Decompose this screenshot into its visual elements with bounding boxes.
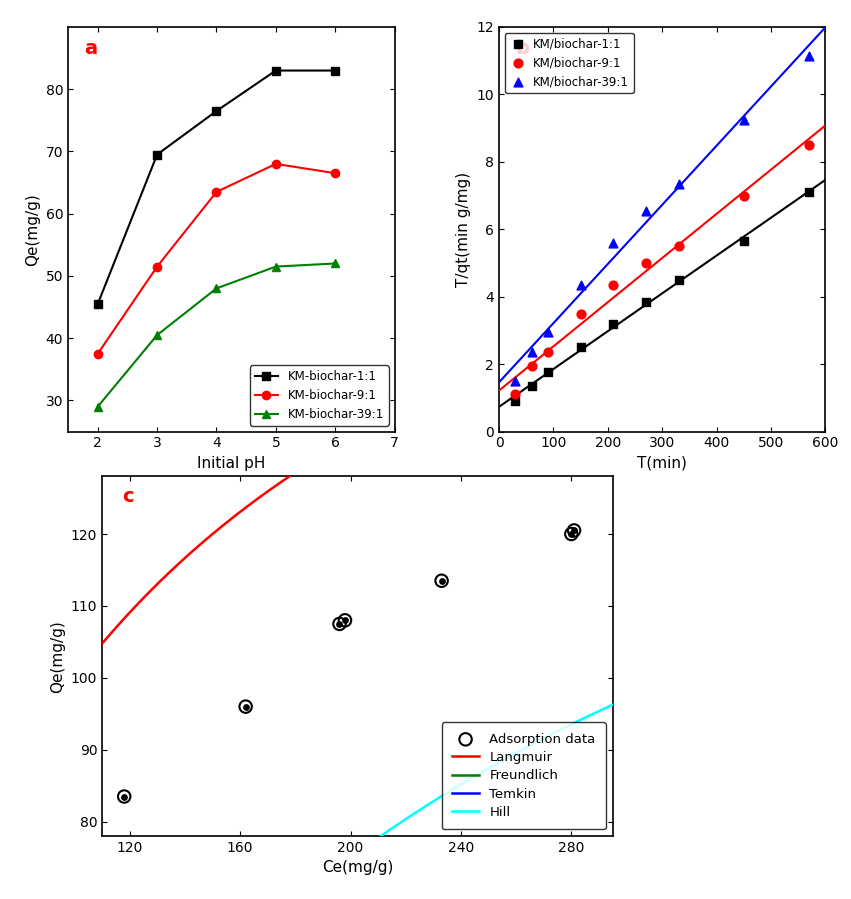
Text: a: a — [84, 40, 98, 58]
KM/biochar-39:1 — [737, 112, 751, 127]
Line: Hill: Hill — [102, 705, 613, 899]
Langmuir — [465, 372, 476, 383]
KM-biochar-39:1 — [330, 258, 340, 269]
Hill — [608, 699, 618, 710]
KM/biochar-9:1 — [737, 189, 751, 203]
KM/biochar-1:1 — [607, 316, 620, 331]
KM/biochar-1:1 — [509, 394, 523, 408]
X-axis label: Initial pH: Initial pH — [197, 456, 266, 471]
Langmuir — [158, 573, 168, 583]
KM/biochar-39:1 — [509, 374, 523, 388]
KM/biochar-1:1 — [541, 364, 555, 378]
Y-axis label: Qe(mg/g): Qe(mg/g) — [25, 193, 40, 265]
Adsorption data — [239, 699, 253, 714]
KM/biochar-9:1 — [509, 387, 523, 402]
KM/biochar-1:1 — [737, 234, 751, 248]
Hill — [468, 771, 478, 782]
KM-biochar-1:1 — [93, 298, 103, 309]
KM/biochar-39:1 — [802, 49, 816, 63]
KM-biochar-9:1 — [330, 168, 340, 179]
Langmuir — [418, 394, 428, 405]
Adsorption data — [564, 527, 578, 541]
KM/biochar-39:1 — [541, 325, 555, 339]
Langmuir — [608, 317, 618, 328]
Adsorption data — [568, 523, 581, 538]
KM/biochar-1:1 — [639, 295, 653, 309]
Text: c: c — [123, 487, 134, 506]
Adsorption data — [338, 613, 351, 628]
Point — [333, 617, 346, 631]
Line: KM-biochar-1:1: KM-biochar-1:1 — [94, 67, 340, 308]
KM/biochar-9:1 — [671, 239, 685, 254]
Adsorption data — [117, 789, 131, 804]
Point — [338, 613, 351, 628]
Line: KM-biochar-9:1: KM-biochar-9:1 — [94, 160, 340, 358]
KM-biochar-9:1 — [152, 262, 163, 272]
KM-biochar-9:1 — [271, 158, 281, 169]
KM-biochar-39:1 — [271, 262, 281, 272]
Point — [568, 523, 581, 538]
Hill — [300, 887, 310, 898]
Hill — [465, 773, 476, 784]
KM/biochar-39:1 — [607, 236, 620, 250]
KM-biochar-39:1 — [152, 330, 163, 341]
Legend: Adsorption data, Langmuir, Freundlich, Temkin, Hill: Adsorption data, Langmuir, Freundlich, T… — [442, 722, 606, 830]
KM/biochar-39:1 — [525, 345, 539, 360]
Legend: KM/biochar-1:1, KM/biochar-9:1, KM/biochar-39:1: KM/biochar-1:1, KM/biochar-9:1, KM/bioch… — [505, 33, 634, 93]
Langmuir — [300, 461, 310, 472]
KM-biochar-1:1 — [271, 65, 281, 76]
Point — [117, 789, 131, 804]
Adsorption data — [333, 617, 346, 631]
Line: Langmuir: Langmuir — [102, 323, 613, 644]
X-axis label: Ce(mg/g): Ce(mg/g) — [322, 860, 393, 876]
KM/biochar-9:1 — [607, 278, 620, 292]
KM-biochar-9:1 — [93, 348, 103, 359]
KM/biochar-39:1 — [639, 203, 653, 218]
KM/biochar-9:1 — [574, 307, 587, 321]
KM/biochar-9:1 — [525, 359, 539, 373]
KM-biochar-1:1 — [211, 105, 221, 116]
Y-axis label: Qe(mg/g): Qe(mg/g) — [50, 620, 66, 692]
Point — [435, 574, 448, 588]
Hill — [418, 802, 428, 813]
KM/biochar-9:1 — [639, 255, 653, 270]
KM/biochar-39:1 — [574, 278, 587, 292]
KM/biochar-9:1 — [802, 138, 816, 152]
Line: KM-biochar-39:1: KM-biochar-39:1 — [94, 259, 340, 411]
Langmuir — [263, 485, 273, 496]
Adsorption data — [435, 574, 448, 588]
KM/biochar-1:1 — [671, 272, 685, 287]
KM-biochar-39:1 — [93, 401, 103, 412]
Point — [239, 699, 253, 714]
KM-biochar-9:1 — [211, 186, 221, 197]
Legend: KM-biochar-1:1, KM-biochar-9:1, KM-biochar-39:1: KM-biochar-1:1, KM-biochar-9:1, KM-bioch… — [250, 365, 389, 425]
KM/biochar-1:1 — [574, 340, 587, 354]
KM-biochar-1:1 — [330, 65, 340, 76]
KM/biochar-39:1 — [671, 176, 685, 191]
Text: b: b — [516, 40, 529, 58]
KM/biochar-9:1 — [541, 345, 555, 360]
KM/biochar-1:1 — [525, 378, 539, 393]
Y-axis label: T/qt(min g/mg): T/qt(min g/mg) — [456, 172, 471, 287]
X-axis label: T(min): T(min) — [637, 456, 687, 471]
Point — [564, 527, 578, 541]
Langmuir — [97, 638, 107, 649]
KM/biochar-1:1 — [802, 185, 816, 200]
KM-biochar-39:1 — [211, 283, 221, 294]
Langmuir — [468, 370, 478, 381]
KM-biochar-1:1 — [152, 149, 163, 160]
